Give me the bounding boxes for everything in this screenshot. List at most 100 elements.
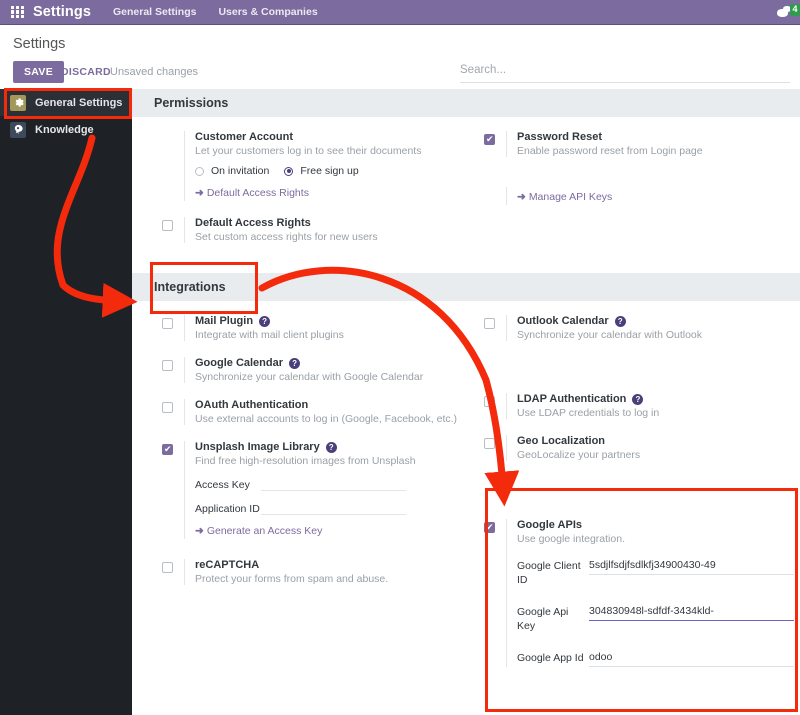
setting-description: Set custom access rights for new users xyxy=(195,231,378,243)
google-client-id-input[interactable] xyxy=(589,559,794,575)
setting-unsplash-image-library: Unsplash Image Library? Find free high-r… xyxy=(162,441,458,539)
field-label: Access Key xyxy=(195,479,250,491)
permissions-columns: Customer Account Let your customers log … xyxy=(132,117,800,259)
setting-outlook-calendar: Outlook Calendar? Synchronize your calen… xyxy=(484,315,792,341)
setting-description: GeoLocalize your partners xyxy=(517,449,641,461)
setting-description: Use LDAP credentials to log in xyxy=(517,407,660,419)
checkbox-geo-localization[interactable] xyxy=(484,438,495,449)
setting-description: Synchronize your calendar with Google Ca… xyxy=(195,371,424,383)
setting-oauth-authentication: OAuth Authentication Use external accoun… xyxy=(162,399,458,425)
menu-general-settings[interactable]: General Settings xyxy=(113,6,197,18)
link-generate-access-key[interactable]: ➜ Generate an Access Key xyxy=(195,525,323,537)
link-default-access-rights[interactable]: ➜ Default Access Rights xyxy=(195,187,309,199)
setting-body: Default Access Rights Set custom access … xyxy=(184,217,458,243)
discard-button[interactable]: DISCARD xyxy=(55,61,117,83)
arrow-right-icon: ➜ xyxy=(195,525,204,537)
arrow-right-icon: ➜ xyxy=(195,187,204,199)
setting-body: Google APIs Use google integration. Goog… xyxy=(506,519,794,667)
setting-body: LDAP Authentication? Use LDAP credential… xyxy=(506,393,792,419)
radio-free-sign-up-label[interactable]: Free sign up xyxy=(300,165,359,177)
google-api-key-input[interactable] xyxy=(589,605,794,621)
top-navigation-bar: Settings General Settings Users & Compan… xyxy=(0,0,800,25)
help-icon[interactable]: ? xyxy=(325,441,337,453)
save-button[interactable]: SAVE xyxy=(13,61,65,83)
setting-body: ➜ Manage API Keys xyxy=(506,187,792,205)
setting-title: Password Reset xyxy=(517,131,602,143)
setting-title: reCAPTCHA xyxy=(195,559,260,571)
checkbox-mail-plugin[interactable] xyxy=(162,318,173,329)
messages-count-badge: 4 xyxy=(789,4,800,16)
setting-description: Synchronize your calendar with Outlook xyxy=(517,329,703,341)
setting-body: Geo Localization GeoLocalize your partne… xyxy=(506,435,792,461)
sidebar-item-knowledge[interactable]: Knowledge xyxy=(0,116,132,143)
setting-description: Protect your forms from spam and abuse. xyxy=(195,573,389,585)
setting-description: Find free high-resolution images from Un… xyxy=(195,455,416,467)
radio-on-invitation[interactable] xyxy=(195,166,204,176)
setting-title: Unsplash Image Library? xyxy=(195,441,458,453)
checkbox-outlook-calendar[interactable] xyxy=(484,318,495,329)
arrow-right-icon: ➜ xyxy=(517,191,526,203)
setting-mail-plugin: Mail Plugin? Integrate with mail client … xyxy=(162,315,458,341)
field-label: Google App Id xyxy=(517,652,584,664)
setting-description: Integrate with mail client plugins xyxy=(195,329,344,341)
field-label: Google Api Key xyxy=(517,606,569,632)
checkbox-google-calendar[interactable] xyxy=(162,360,173,371)
field-google-client-id: Google Client ID xyxy=(517,559,794,587)
gear-icon xyxy=(10,94,26,111)
setting-recaptcha: reCAPTCHA Protect your forms from spam a… xyxy=(162,559,458,585)
setting-description: Enable password reset from Login page xyxy=(517,145,703,157)
section-header-integrations: Integrations xyxy=(132,273,800,301)
setting-title: Customer Account xyxy=(195,131,293,143)
checkbox-google-apis[interactable] xyxy=(484,521,495,533)
sidebar-item-label: Knowledge xyxy=(35,123,94,136)
help-icon[interactable]: ? xyxy=(614,315,626,327)
checkbox-password-reset[interactable] xyxy=(484,133,495,145)
help-icon[interactable]: ? xyxy=(289,357,301,369)
setting-title: Geo Localization xyxy=(517,435,606,447)
search-input[interactable] xyxy=(460,64,790,76)
setting-title: LDAP Authentication? xyxy=(517,393,792,405)
radio-free-sign-up[interactable] xyxy=(284,166,294,176)
application-id-input[interactable] xyxy=(261,500,406,515)
checkbox-unsplash-image-library[interactable] xyxy=(162,443,173,455)
setting-title: OAuth Authentication xyxy=(195,399,309,411)
setting-manage-api-keys: ➜ Manage API Keys xyxy=(484,187,792,205)
checkbox-recaptcha[interactable] xyxy=(162,562,173,573)
sidebar-item-general-settings[interactable]: General Settings xyxy=(0,89,132,116)
permissions-left-column: Customer Account Let your customers log … xyxy=(132,131,466,259)
setting-customer-account: Customer Account Let your customers log … xyxy=(162,131,458,201)
sidebar-item-label: General Settings xyxy=(35,96,123,109)
setting-description: Let your customers log in to see their d… xyxy=(195,145,422,157)
google-app-id-input[interactable] xyxy=(589,651,794,667)
checkbox-default-access-rights[interactable] xyxy=(162,220,173,231)
unsaved-changes-status: Unsaved changes xyxy=(110,66,199,78)
breadcrumb: Settings xyxy=(13,36,66,52)
setting-description: Use external accounts to log in (Google,… xyxy=(195,413,458,425)
customer-account-radio-group: On invitation Free sign up xyxy=(195,165,458,177)
setting-default-access-rights: Default Access Rights Set custom access … xyxy=(162,217,458,243)
field-google-api-key: Google Api Key xyxy=(517,605,794,633)
menu-users-companies[interactable]: Users & Companies xyxy=(218,6,318,18)
app-title: Settings xyxy=(33,4,91,20)
link-manage-api-keys[interactable]: ➜ Manage API Keys xyxy=(517,191,613,203)
setting-title: Mail Plugin? xyxy=(195,315,458,327)
radio-on-invitation-label[interactable]: On invitation xyxy=(211,165,270,177)
search-box[interactable] xyxy=(460,60,790,83)
setting-body: Mail Plugin? Integrate with mail client … xyxy=(184,315,458,341)
setting-geo-localization: Geo Localization GeoLocalize your partne… xyxy=(484,435,792,461)
integrations-columns: Mail Plugin? Integrate with mail client … xyxy=(132,301,800,683)
field-google-app-id: Google App Id xyxy=(517,651,794,667)
apps-grid-icon[interactable] xyxy=(11,5,24,19)
access-key-input[interactable] xyxy=(261,476,406,491)
checkbox-oauth-authentication[interactable] xyxy=(162,402,173,413)
field-label: Application ID xyxy=(195,503,260,515)
setting-body: OAuth Authentication Use external accoun… xyxy=(184,399,458,425)
knowledge-brain-icon xyxy=(10,121,26,138)
integrations-right-column: Outlook Calendar? Synchronize your calen… xyxy=(466,315,800,683)
help-icon[interactable]: ? xyxy=(632,393,644,405)
setting-title: Default Access Rights xyxy=(195,217,311,229)
help-icon[interactable]: ? xyxy=(259,315,271,327)
setting-body: Outlook Calendar? Synchronize your calen… xyxy=(506,315,792,341)
checkbox-ldap-authentication[interactable] xyxy=(484,396,495,407)
chat-bubble-icon[interactable]: 4 xyxy=(777,4,800,20)
